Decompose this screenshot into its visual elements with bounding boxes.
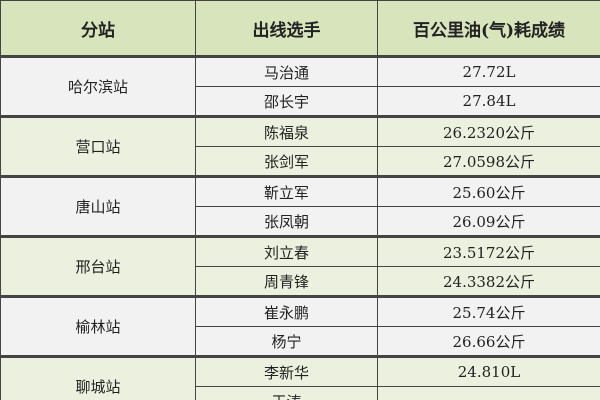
- result-cell: 24.810L: [377, 355, 600, 387]
- driver-cell: 张凤朝: [195, 206, 378, 237]
- table-row: 杨宁 26.66公斤: [1, 326, 600, 357]
- driver-cell: 崔永鹏: [195, 295, 378, 327]
- station-cell: 营口站: [0, 115, 196, 177]
- driver-cell: 陈福泉: [195, 115, 378, 147]
- header-driver: 出线选手: [195, 0, 378, 57]
- header-row: 分站 出线选手 百公里油(气)耗成绩: [0, 0, 600, 57]
- header-station: 分站: [0, 0, 196, 57]
- table-row: 营口站 陈福泉 26.2320公斤: [0, 115, 600, 177]
- driver-cell: 刘立春: [195, 235, 378, 267]
- result-cell: 27.0598公斤: [377, 146, 600, 177]
- driver-cell: 周青锋: [195, 266, 378, 297]
- driver-cell: 张剑军: [195, 146, 378, 177]
- table-row: 唐山站 靳立军 25.60公斤: [0, 175, 600, 237]
- driver-cell: 马治通: [195, 55, 378, 87]
- result-cell: 25.74公斤: [377, 295, 600, 327]
- result-cell: 26.2320公斤: [377, 115, 600, 147]
- result-cell: 26.66公斤: [377, 326, 600, 357]
- driver-cell: 王涛: [195, 386, 378, 400]
- result-cell: [377, 386, 600, 400]
- driver-cell: 李新华: [195, 355, 378, 387]
- table-row: 榆林站 崔永鹏 25.74公斤: [0, 295, 600, 357]
- station-cell: 邢台站: [0, 235, 196, 297]
- table-row: 周青锋 24.3382公斤: [1, 266, 600, 297]
- station-cell: 哈尔滨站: [0, 55, 196, 117]
- table-row: 张剑军 27.0598公斤: [1, 146, 600, 177]
- table-row: 哈尔滨站 马治通 27.72L: [0, 55, 600, 117]
- station-cell: 聊城站: [0, 355, 196, 400]
- station-cell: 唐山站: [0, 175, 196, 237]
- header-result: 百公里油(气)耗成绩: [377, 0, 600, 57]
- driver-cell: 杨宁: [195, 326, 378, 357]
- driver-cell: 邵长宇: [195, 86, 378, 117]
- table-row: 聊城站 李新华 24.810L: [0, 355, 600, 400]
- result-cell: 23.5172公斤: [377, 235, 600, 267]
- result-cell: 26.09公斤: [377, 206, 600, 237]
- result-cell: 27.84L: [377, 86, 600, 117]
- table-row: 张凤朝 26.09公斤: [1, 206, 600, 237]
- result-cell: 27.72L: [377, 55, 600, 87]
- station-cell: 榆林站: [0, 295, 196, 357]
- table-row: 王涛: [1, 386, 600, 400]
- result-cell: 25.60公斤: [377, 175, 600, 207]
- driver-cell: 靳立军: [195, 175, 378, 207]
- table-row: 邢台站 刘立春 23.5172公斤: [0, 235, 600, 297]
- result-cell: 24.3382公斤: [377, 266, 600, 297]
